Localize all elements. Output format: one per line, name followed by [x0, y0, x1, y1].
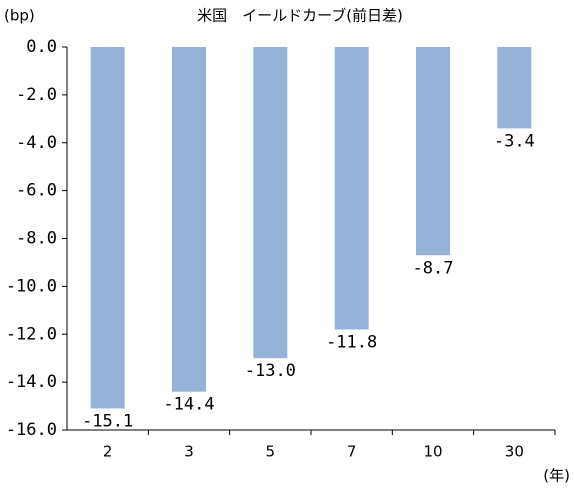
data-label: -8.7: [413, 258, 454, 278]
bar: [334, 47, 369, 330]
x-tick-label: 5: [266, 443, 276, 461]
bar: [90, 47, 125, 409]
bar: [172, 47, 206, 392]
bar: [497, 47, 532, 129]
x-tick-label: 3: [184, 443, 194, 461]
data-label: -3.4: [494, 131, 535, 151]
y-tick-label: -10.0: [6, 276, 57, 296]
y-tick-label: -6.0: [16, 181, 57, 201]
x-tick-label: 10: [423, 443, 442, 461]
y-tick-label: -2.0: [16, 85, 57, 105]
y-tick-label: -14.0: [6, 372, 57, 392]
x-tick-label: 7: [347, 443, 357, 461]
y-tick-label: -4.0: [16, 133, 57, 153]
x-axis-label: (年): [543, 467, 570, 485]
x-tick-label: 2: [103, 443, 113, 461]
y-tick-label: 0.0: [26, 37, 57, 57]
data-label: -11.8: [326, 332, 377, 352]
chart-title: 米国 イールドカーブ(前日差): [197, 7, 403, 25]
y-axis-label: (bp): [4, 7, 35, 25]
y-tick-label: -8.0: [16, 229, 57, 249]
data-label: -14.4: [163, 395, 214, 415]
bar: [416, 47, 450, 256]
data-label: -13.0: [245, 361, 296, 381]
data-label: -15.1: [82, 411, 133, 431]
y-tick-label: -12.0: [6, 324, 57, 344]
y-tick-label: -16.0: [6, 420, 57, 440]
bar: [253, 47, 288, 359]
x-tick-label: 30: [505, 443, 524, 461]
